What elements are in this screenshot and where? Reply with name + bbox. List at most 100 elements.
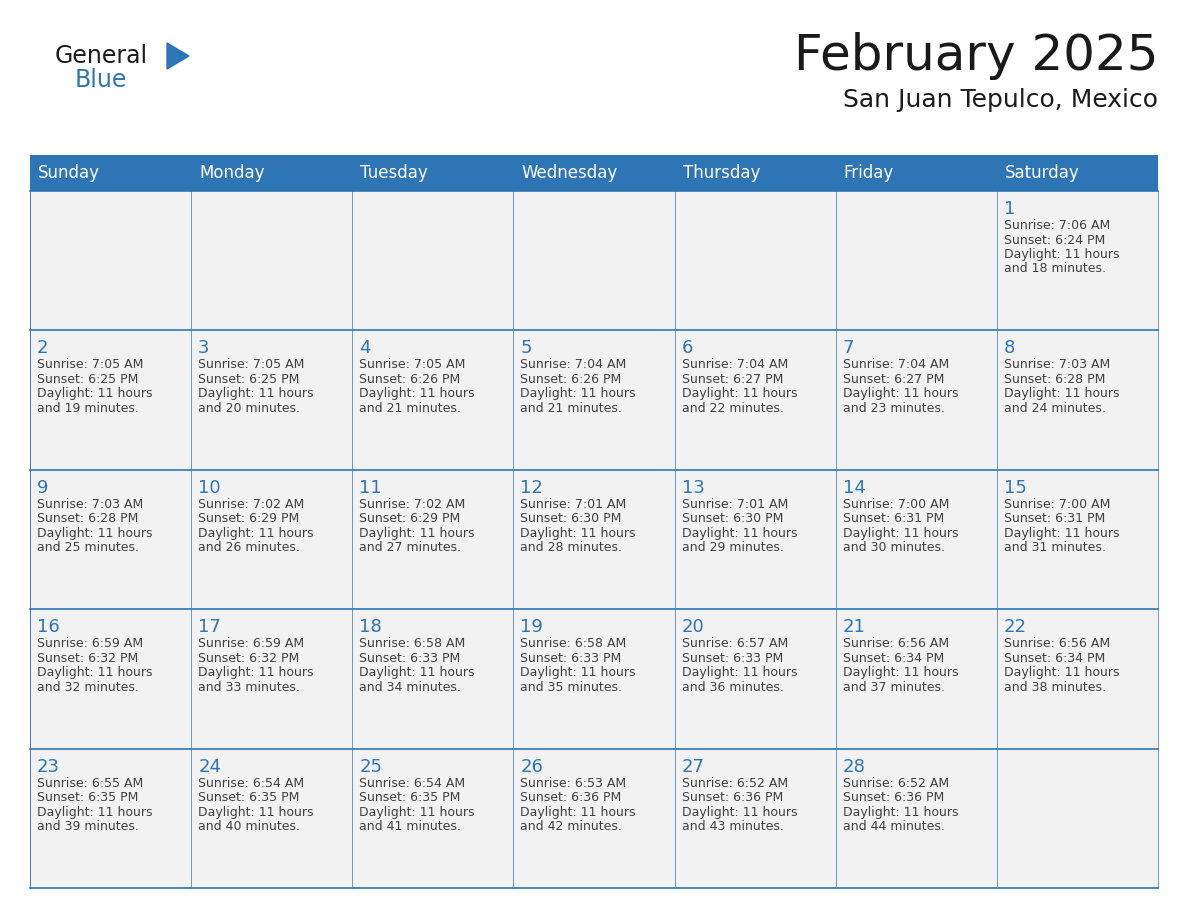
Text: Sunset: 6:35 PM: Sunset: 6:35 PM [37, 791, 138, 804]
Bar [997, 610, 1158, 748]
Text: 14: 14 [842, 479, 866, 497]
Text: Daylight: 11 hours: Daylight: 11 hours [37, 387, 152, 400]
Text: 24: 24 [198, 757, 221, 776]
Bar [675, 748, 835, 888]
Text: Sunset: 6:25 PM: Sunset: 6:25 PM [37, 373, 138, 386]
Text: 10: 10 [198, 479, 221, 497]
Text: Sunset: 6:35 PM: Sunset: 6:35 PM [359, 791, 461, 804]
Bar [191, 748, 353, 888]
Text: and 33 minutes.: and 33 minutes. [198, 681, 301, 694]
Bar [191, 155, 353, 191]
Text: Wednesday: Wednesday [522, 164, 618, 182]
Bar [30, 470, 191, 610]
Text: Sunrise: 6:58 AM: Sunrise: 6:58 AM [520, 637, 627, 650]
Text: Sunrise: 6:54 AM: Sunrise: 6:54 AM [198, 777, 304, 789]
Text: Daylight: 11 hours: Daylight: 11 hours [198, 666, 314, 679]
Text: Sunrise: 6:56 AM: Sunrise: 6:56 AM [1004, 637, 1110, 650]
Text: and 19 minutes.: and 19 minutes. [37, 402, 139, 415]
Bar [997, 748, 1158, 888]
Text: Daylight: 11 hours: Daylight: 11 hours [520, 527, 636, 540]
Bar [353, 330, 513, 470]
Text: 12: 12 [520, 479, 543, 497]
Text: Sunrise: 7:05 AM: Sunrise: 7:05 AM [198, 358, 304, 372]
Text: Daylight: 11 hours: Daylight: 11 hours [842, 666, 959, 679]
Text: Sunrise: 6:58 AM: Sunrise: 6:58 AM [359, 637, 466, 650]
Text: General: General [55, 44, 148, 68]
Text: Sunset: 6:36 PM: Sunset: 6:36 PM [520, 791, 621, 804]
Text: Sunrise: 7:03 AM: Sunrise: 7:03 AM [1004, 358, 1110, 372]
Text: and 43 minutes.: and 43 minutes. [682, 820, 783, 834]
Text: 26: 26 [520, 757, 543, 776]
Text: Sunset: 6:36 PM: Sunset: 6:36 PM [682, 791, 783, 804]
Bar [997, 191, 1158, 330]
Text: Sunset: 6:32 PM: Sunset: 6:32 PM [198, 652, 299, 665]
Text: Sunrise: 7:00 AM: Sunrise: 7:00 AM [1004, 498, 1111, 510]
Text: Sunrise: 7:00 AM: Sunrise: 7:00 AM [842, 498, 949, 510]
Text: and 38 minutes.: and 38 minutes. [1004, 681, 1106, 694]
Text: Sunrise: 7:04 AM: Sunrise: 7:04 AM [682, 358, 788, 372]
Text: and 42 minutes.: and 42 minutes. [520, 820, 623, 834]
Text: Daylight: 11 hours: Daylight: 11 hours [682, 387, 797, 400]
Text: 4: 4 [359, 340, 371, 357]
Text: Sunset: 6:30 PM: Sunset: 6:30 PM [682, 512, 783, 525]
Text: Sunset: 6:32 PM: Sunset: 6:32 PM [37, 652, 138, 665]
Text: and 29 minutes.: and 29 minutes. [682, 542, 783, 554]
Bar [353, 610, 513, 748]
Text: Sunrise: 7:04 AM: Sunrise: 7:04 AM [520, 358, 627, 372]
Bar [513, 610, 675, 748]
Bar [513, 330, 675, 470]
Text: Daylight: 11 hours: Daylight: 11 hours [520, 666, 636, 679]
Text: Daylight: 11 hours: Daylight: 11 hours [520, 387, 636, 400]
Text: Sunrise: 6:59 AM: Sunrise: 6:59 AM [198, 637, 304, 650]
Text: Daylight: 11 hours: Daylight: 11 hours [520, 806, 636, 819]
Text: Daylight: 11 hours: Daylight: 11 hours [682, 666, 797, 679]
Text: Blue: Blue [75, 68, 127, 92]
Text: Sunrise: 7:05 AM: Sunrise: 7:05 AM [37, 358, 144, 372]
Text: Sunset: 6:33 PM: Sunset: 6:33 PM [359, 652, 461, 665]
Text: 2: 2 [37, 340, 49, 357]
Bar [191, 610, 353, 748]
Text: 17: 17 [198, 618, 221, 636]
Bar [30, 330, 191, 470]
Text: and 41 minutes.: and 41 minutes. [359, 820, 461, 834]
Text: Daylight: 11 hours: Daylight: 11 hours [37, 666, 152, 679]
Text: 19: 19 [520, 618, 543, 636]
Text: Sunset: 6:29 PM: Sunset: 6:29 PM [198, 512, 299, 525]
Text: Sunset: 6:34 PM: Sunset: 6:34 PM [842, 652, 944, 665]
Text: Daylight: 11 hours: Daylight: 11 hours [198, 387, 314, 400]
Text: Sunset: 6:26 PM: Sunset: 6:26 PM [520, 373, 621, 386]
Text: Sunrise: 7:01 AM: Sunrise: 7:01 AM [682, 498, 788, 510]
Bar [675, 610, 835, 748]
Bar [835, 610, 997, 748]
Text: 9: 9 [37, 479, 49, 497]
Text: 22: 22 [1004, 618, 1026, 636]
Text: 27: 27 [682, 757, 704, 776]
Bar [30, 610, 191, 748]
Text: Sunset: 6:33 PM: Sunset: 6:33 PM [682, 652, 783, 665]
Bar [30, 155, 191, 191]
Text: 23: 23 [37, 757, 61, 776]
Text: and 28 minutes.: and 28 minutes. [520, 542, 623, 554]
Text: Daylight: 11 hours: Daylight: 11 hours [198, 806, 314, 819]
Text: and 35 minutes.: and 35 minutes. [520, 681, 623, 694]
Text: and 40 minutes.: and 40 minutes. [198, 820, 301, 834]
Text: Sunrise: 7:02 AM: Sunrise: 7:02 AM [359, 498, 466, 510]
Text: Sunset: 6:27 PM: Sunset: 6:27 PM [682, 373, 783, 386]
Text: and 25 minutes.: and 25 minutes. [37, 542, 139, 554]
Text: and 26 minutes.: and 26 minutes. [198, 542, 301, 554]
Bar [353, 748, 513, 888]
Text: 5: 5 [520, 340, 532, 357]
Text: Sunset: 6:31 PM: Sunset: 6:31 PM [1004, 512, 1105, 525]
Text: and 27 minutes.: and 27 minutes. [359, 542, 461, 554]
Text: Sunrise: 6:54 AM: Sunrise: 6:54 AM [359, 777, 466, 789]
Text: and 30 minutes.: and 30 minutes. [842, 542, 944, 554]
Bar [675, 155, 835, 191]
Text: Sunrise: 6:57 AM: Sunrise: 6:57 AM [682, 637, 788, 650]
Text: Daylight: 11 hours: Daylight: 11 hours [359, 387, 475, 400]
Text: Daylight: 11 hours: Daylight: 11 hours [682, 527, 797, 540]
Text: Daylight: 11 hours: Daylight: 11 hours [1004, 387, 1119, 400]
Text: Daylight: 11 hours: Daylight: 11 hours [842, 527, 959, 540]
Bar [191, 191, 353, 330]
Text: 7: 7 [842, 340, 854, 357]
Text: Sunrise: 7:02 AM: Sunrise: 7:02 AM [198, 498, 304, 510]
